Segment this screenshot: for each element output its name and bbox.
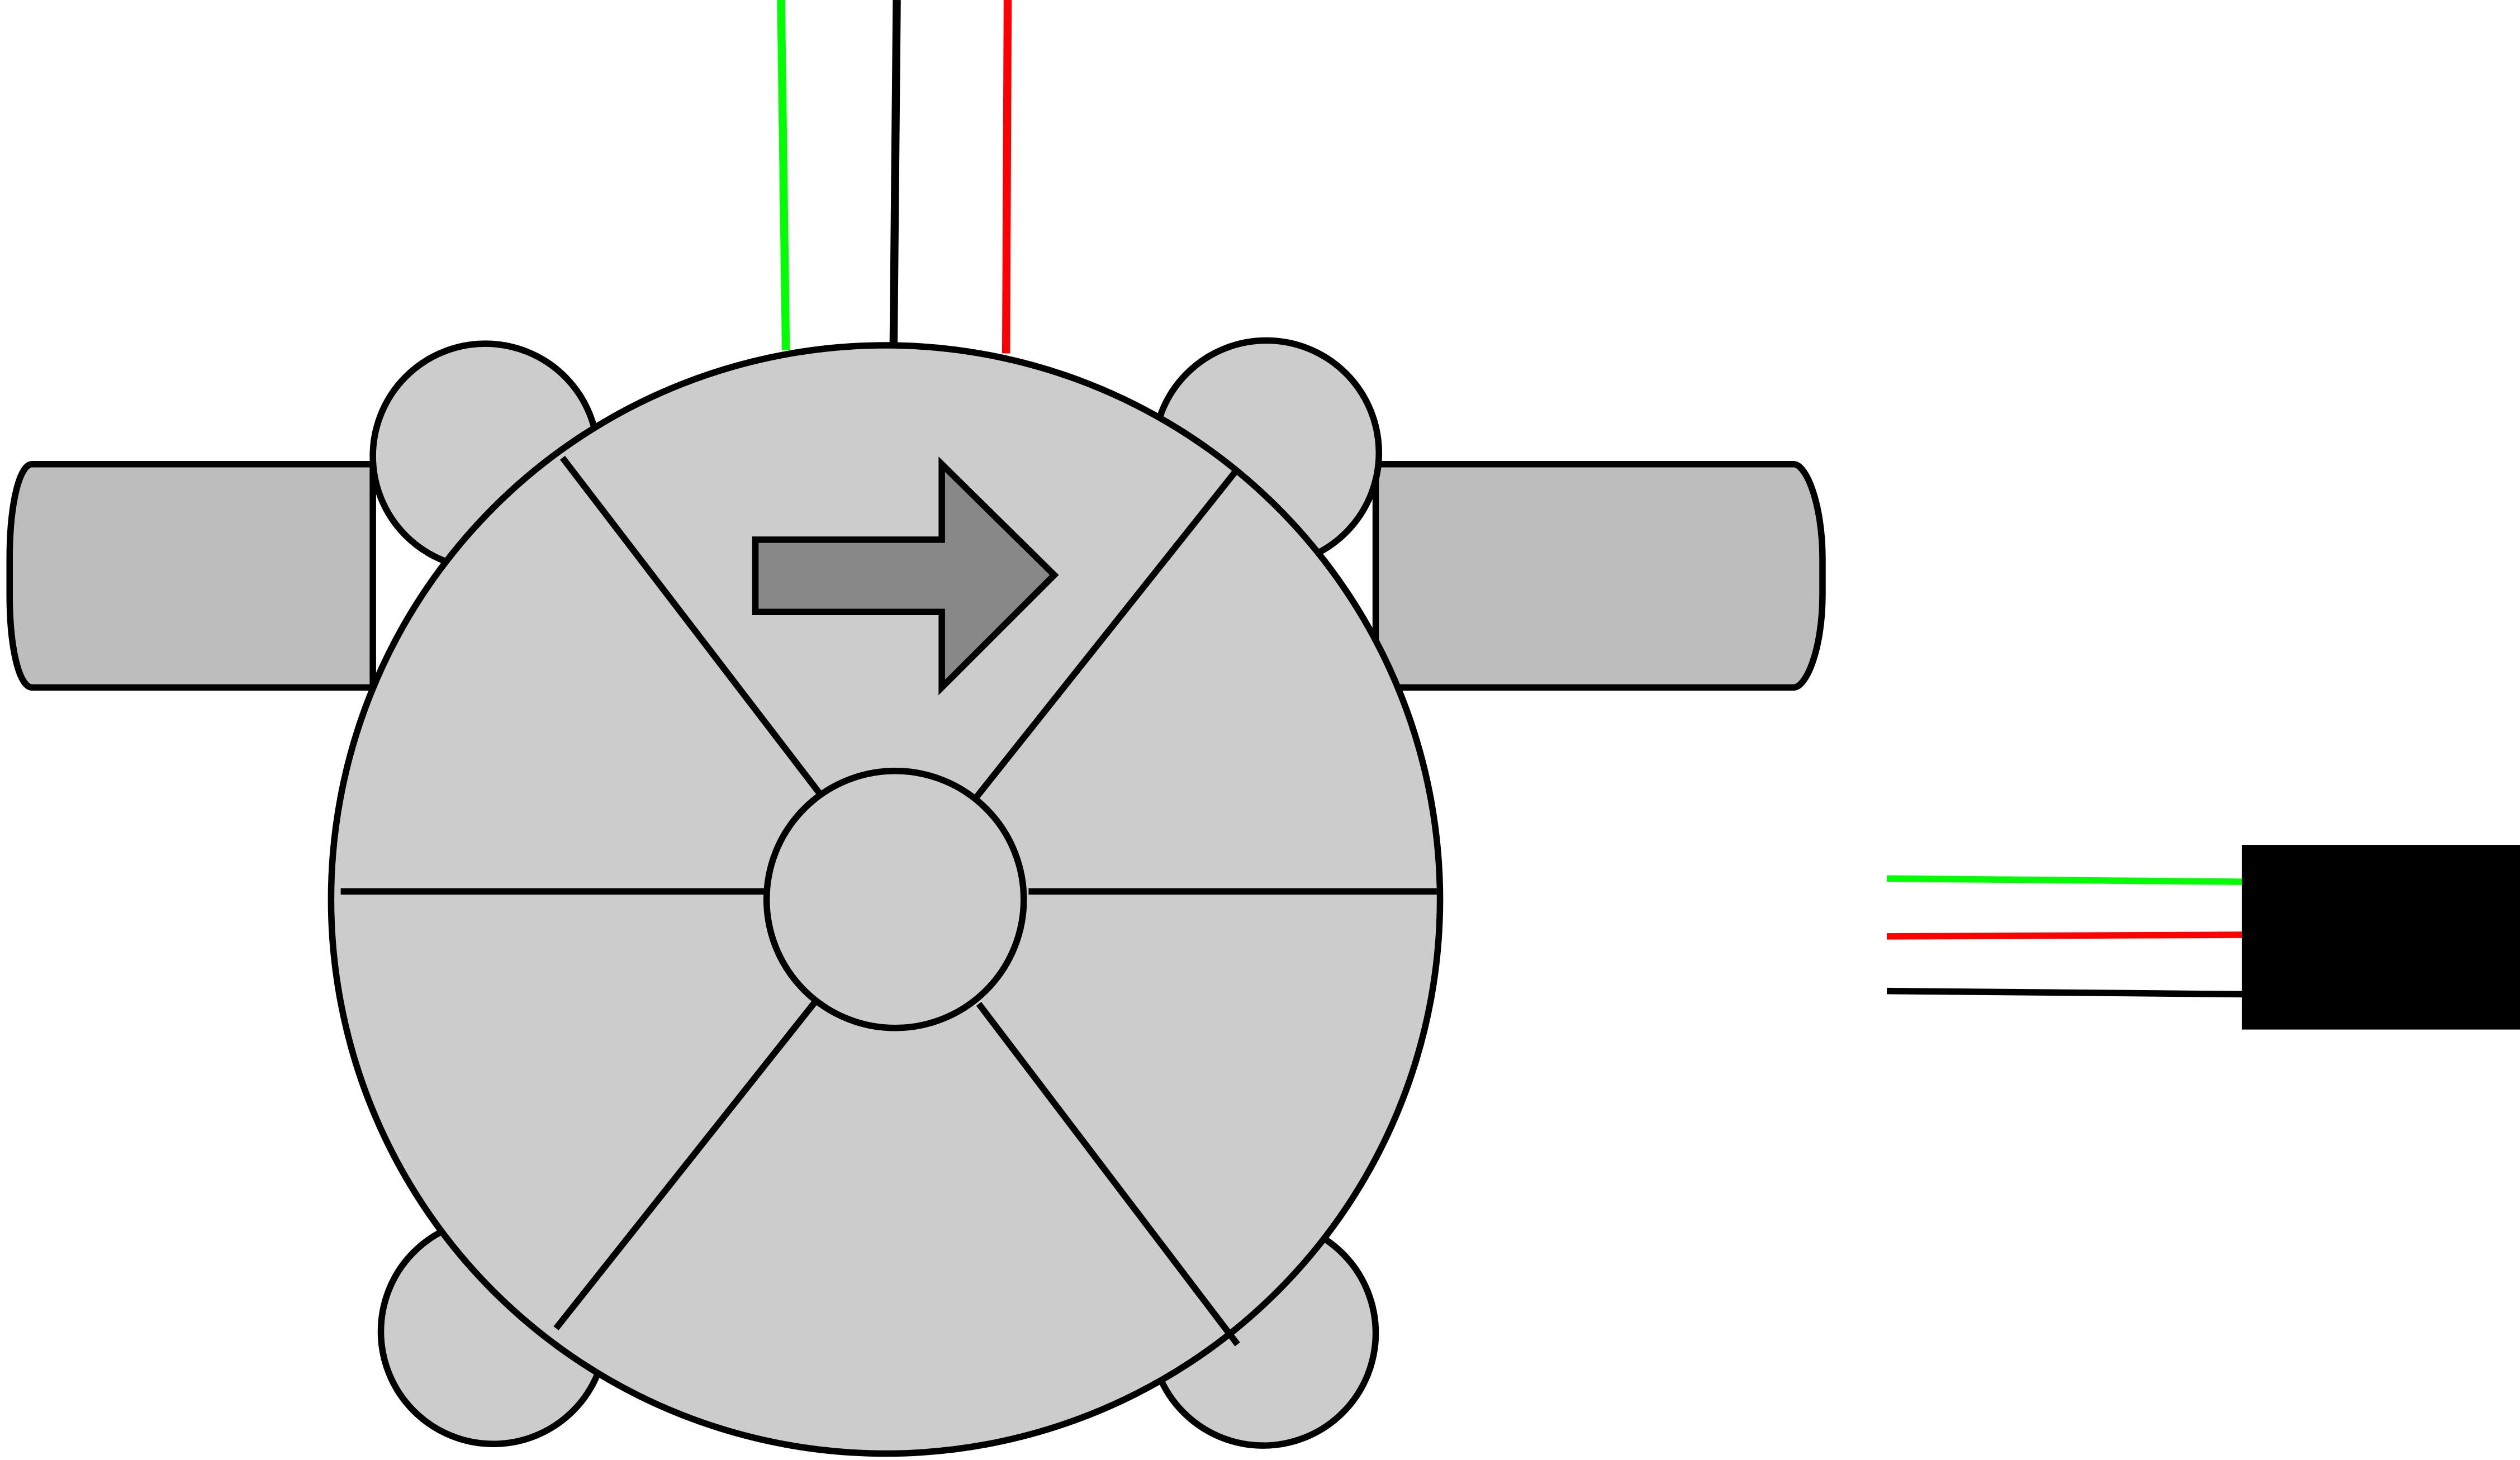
rotor-blade-lower-right bbox=[976, 1002, 1240, 1347]
inlet-pipe bbox=[6, 461, 376, 691]
outlet-pipe bbox=[1372, 461, 1826, 691]
signal-wire-top bbox=[777, 0, 790, 350]
cable-connector bbox=[2242, 845, 2520, 1030]
ground-wire-top bbox=[889, 0, 901, 344]
flow-arrow-icon bbox=[752, 456, 1059, 696]
signal-wire-connector bbox=[1886, 875, 2242, 885]
rotor-blade-upper-left bbox=[559, 455, 823, 796]
rotor-blade-upper-right bbox=[973, 467, 1240, 801]
power-wire-top bbox=[1002, 0, 1012, 354]
power-wire-connector bbox=[1886, 931, 2242, 940]
rotor-hub bbox=[763, 768, 1027, 1031]
rotor-blades bbox=[340, 455, 1437, 1347]
rotor-blade-lower-left bbox=[553, 1000, 818, 1330]
ground-wire-connector bbox=[1886, 987, 2242, 998]
